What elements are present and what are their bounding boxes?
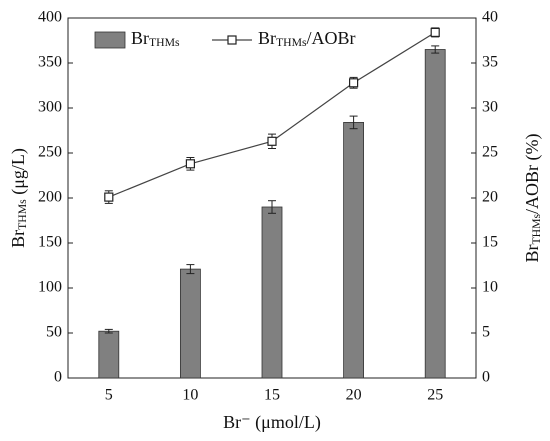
y2-axis-label-part: /AOBr (%)	[522, 133, 543, 213]
y2-tick-label: 10	[482, 279, 498, 296]
error-bar	[104, 328, 113, 334]
marker	[267, 136, 277, 146]
marker	[349, 78, 359, 88]
x-tick-label: 15	[264, 387, 280, 404]
legend-label-part: Br	[131, 28, 149, 48]
bar	[424, 49, 446, 379]
marker	[430, 27, 440, 37]
x-tick-label: 25	[427, 387, 443, 404]
error-bar	[186, 264, 195, 275]
y-axis-label-sub: THMs	[16, 199, 29, 230]
y2-axis-label-part: Br	[522, 245, 542, 263]
y2-tick-label: 5	[482, 324, 490, 341]
y-axis-label-part: Br	[8, 230, 28, 248]
x-tick-label: 10	[182, 387, 198, 404]
y-tick-label: 200	[38, 189, 62, 206]
y2-axis-label-sub: THMs	[530, 214, 543, 245]
y-tick-label: 50	[46, 324, 62, 341]
y-tick-label: 350	[38, 54, 62, 71]
bar	[261, 206, 283, 379]
legend-swatch	[94, 31, 126, 49]
y-axis-label: BrTHMs (μg/L)	[8, 148, 29, 248]
error-bar	[268, 200, 276, 214]
y-tick-label: 250	[38, 144, 62, 161]
x-tick-label: 5	[105, 387, 113, 404]
legend-label-sub: THMs	[276, 36, 307, 49]
error-bar	[349, 115, 358, 130]
y-axis-label-part: (μg/L)	[8, 148, 29, 199]
x-tick-label: 20	[346, 387, 362, 404]
y2-tick-label: 30	[482, 99, 498, 116]
legend-label-part: Br	[258, 28, 276, 48]
y2-axis-label: BrTHMs/AOBr (%)	[522, 133, 543, 262]
bar	[179, 268, 201, 379]
y2-tick-label: 0	[482, 369, 490, 386]
y-tick-label: 150	[38, 234, 62, 251]
y-tick-label: 0	[54, 369, 62, 386]
error-bar	[431, 45, 440, 54]
y2-tick-label: 20	[482, 189, 498, 206]
legend-marker	[227, 35, 237, 45]
y-tick-label: 100	[38, 279, 62, 296]
x-axis-label-part: Br⁻ (μmol/L)	[223, 412, 321, 433]
y2-tick-label: 35	[482, 54, 498, 71]
legend-label: BrTHMs	[131, 28, 180, 49]
legend-label: BrTHMs/AOBr	[258, 28, 356, 49]
y2-tick-label: 40	[482, 9, 498, 26]
bar	[98, 330, 120, 379]
x-axis-label: Br⁻ (μmol/L)	[223, 412, 321, 433]
marker	[185, 159, 195, 169]
legend-label-part: /AOBr	[307, 28, 356, 48]
line	[108, 31, 436, 198]
marker	[104, 192, 114, 202]
y-tick-label: 300	[38, 99, 62, 116]
bar	[343, 122, 365, 379]
y2-tick-label: 25	[482, 144, 498, 161]
legend-label-sub: THMs	[149, 36, 180, 49]
y2-tick-label: 15	[482, 234, 498, 251]
y-tick-label: 400	[38, 9, 62, 26]
